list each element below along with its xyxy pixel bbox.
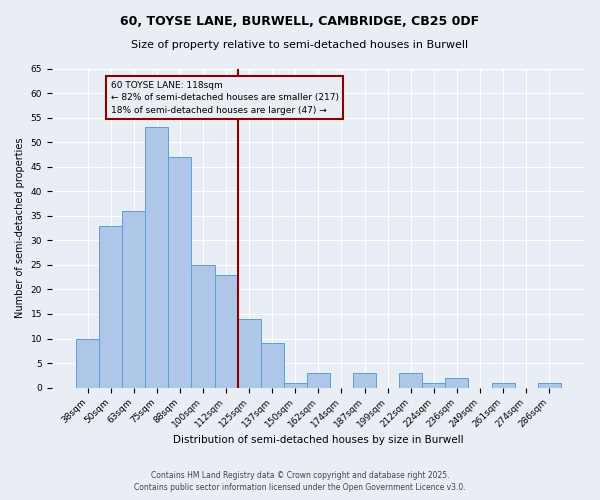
Bar [191,265,215,388]
Y-axis label: Number of semi-detached properties: Number of semi-detached properties [15,138,25,318]
Bar [491,382,515,388]
Bar [99,226,122,388]
Bar [169,157,191,388]
Bar [76,338,99,388]
X-axis label: Distribution of semi-detached houses by size in Burwell: Distribution of semi-detached houses by … [173,435,464,445]
Bar [260,344,284,388]
Bar [307,373,330,388]
Bar [445,378,469,388]
Bar [399,373,422,388]
Bar [238,319,260,388]
Text: 60, TOYSE LANE, BURWELL, CAMBRIDGE, CB25 0DF: 60, TOYSE LANE, BURWELL, CAMBRIDGE, CB25… [121,15,479,28]
Bar [122,211,145,388]
Bar [215,274,238,388]
Text: Size of property relative to semi-detached houses in Burwell: Size of property relative to semi-detach… [131,40,469,50]
Bar [353,373,376,388]
Bar [284,382,307,388]
Bar [145,128,169,388]
Text: Contains HM Land Registry data © Crown copyright and database right 2025.
Contai: Contains HM Land Registry data © Crown c… [134,471,466,492]
Bar [422,382,445,388]
Text: 60 TOYSE LANE: 118sqm
← 82% of semi-detached houses are smaller (217)
18% of sem: 60 TOYSE LANE: 118sqm ← 82% of semi-deta… [110,81,338,115]
Bar [538,382,561,388]
